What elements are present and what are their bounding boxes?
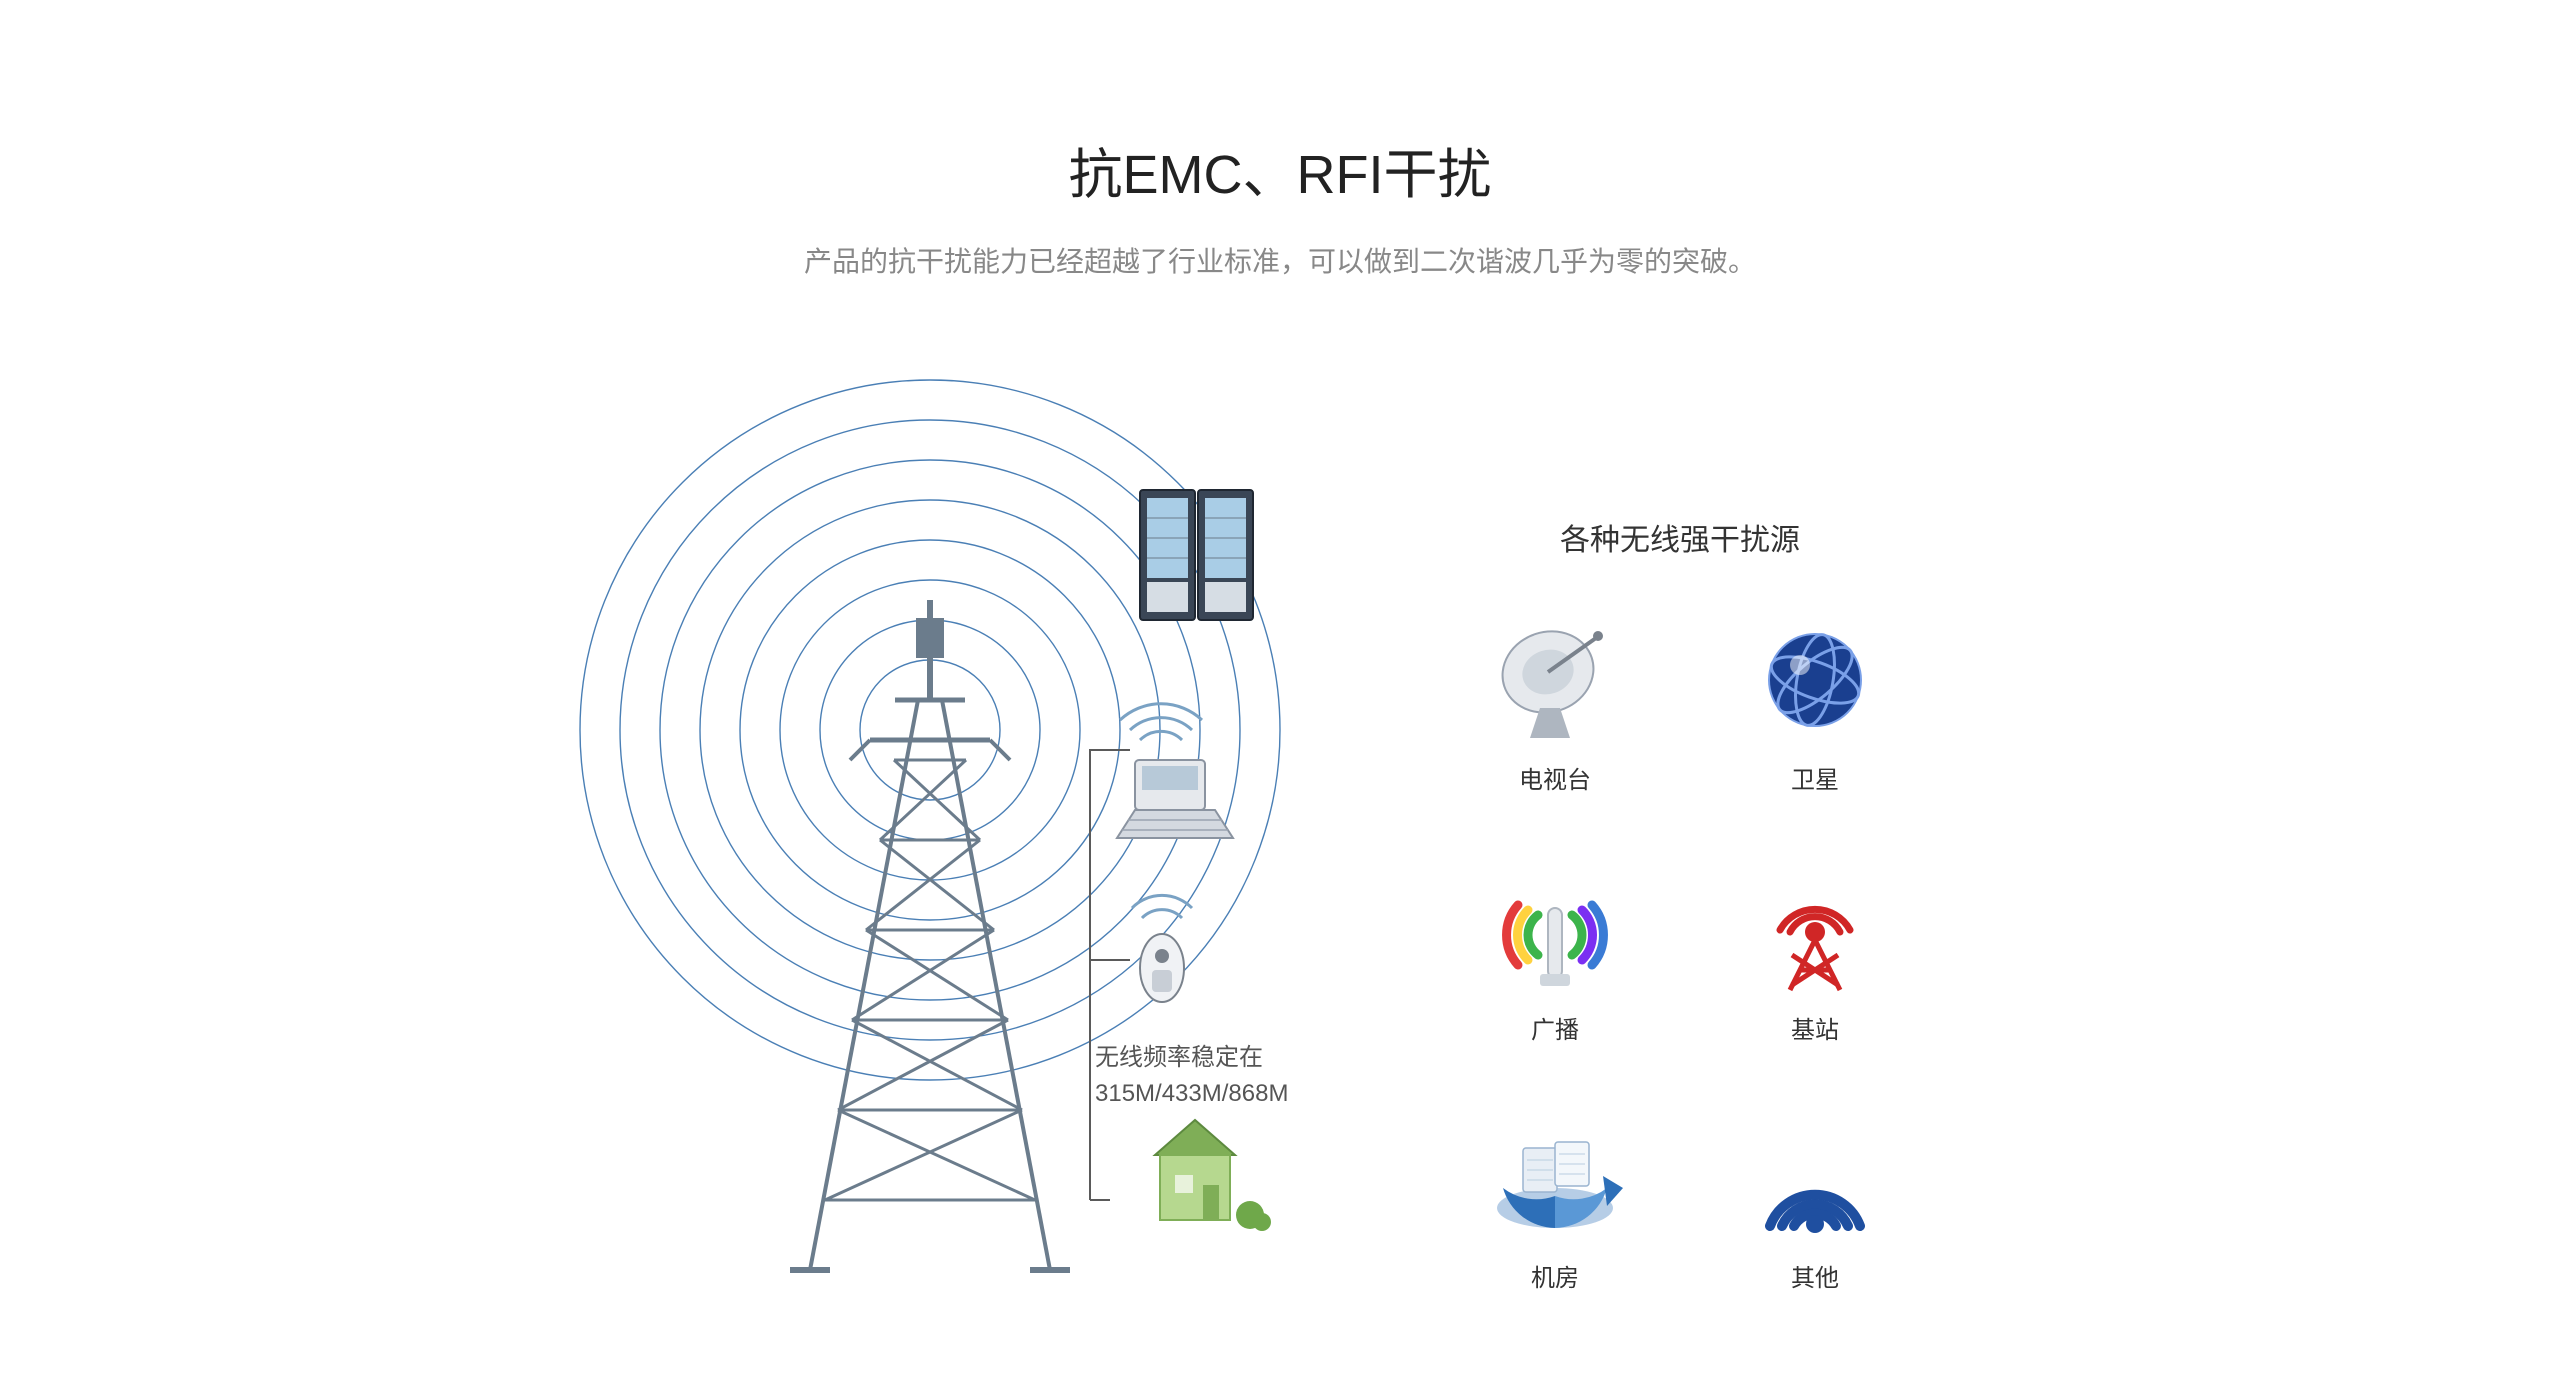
label-room: 机房	[1475, 1258, 1635, 1293]
radio-broadcast-icon	[1507, 905, 1604, 986]
infographic-canvas: 抗EMC、RFI干扰 产品的抗干扰能力已经超越了行业标准，可以做到二次谐波几乎为…	[0, 0, 2560, 1388]
satellite-globe-icon	[1766, 632, 1865, 729]
label-other: 其他	[1735, 1258, 1895, 1293]
label-radio: 广播	[1475, 1010, 1635, 1045]
label-tv: 电视台	[1475, 760, 1635, 795]
sources-grid	[0, 0, 2560, 1388]
other-signal-icon	[1770, 1195, 1860, 1233]
label-sat: 卫星	[1735, 760, 1895, 795]
label-base: 基站	[1735, 1010, 1895, 1045]
tv-dish-icon	[1492, 620, 1604, 738]
server-room-icon	[1497, 1142, 1623, 1228]
basestation-icon	[1780, 909, 1850, 990]
